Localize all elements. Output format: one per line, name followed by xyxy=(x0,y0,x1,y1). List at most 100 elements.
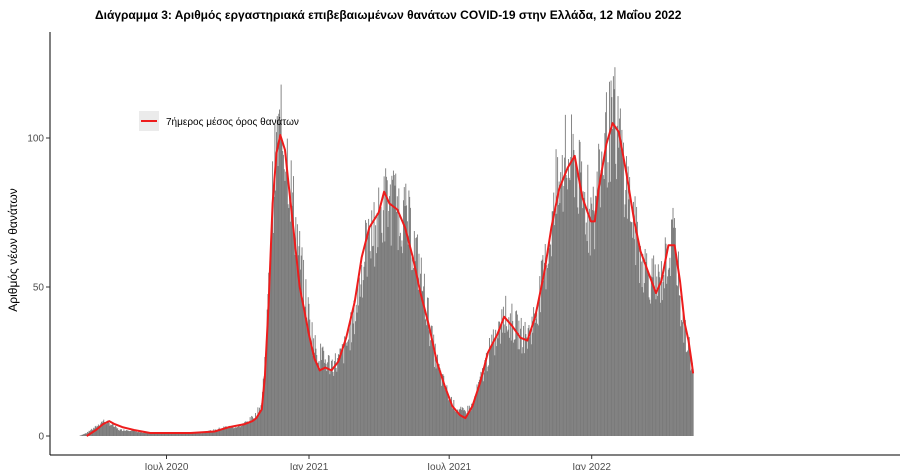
bar xyxy=(514,339,516,436)
bar xyxy=(379,209,380,436)
bar xyxy=(531,316,533,436)
bar xyxy=(657,295,658,436)
bar xyxy=(639,283,641,436)
bar xyxy=(149,432,151,436)
bar xyxy=(232,427,234,436)
bar xyxy=(547,268,548,436)
bar xyxy=(253,419,255,436)
bar xyxy=(405,183,407,436)
bar xyxy=(142,432,144,436)
bar xyxy=(176,433,178,436)
bar xyxy=(292,192,294,436)
bar xyxy=(104,423,106,436)
bar xyxy=(551,211,553,436)
bar xyxy=(99,425,101,436)
bar xyxy=(178,432,180,436)
bar xyxy=(184,432,186,436)
bar xyxy=(248,421,250,436)
bar xyxy=(346,345,348,436)
bar xyxy=(275,190,277,436)
bar xyxy=(520,317,522,436)
bar xyxy=(476,384,478,436)
bar xyxy=(599,207,601,436)
bar xyxy=(342,346,344,436)
bar xyxy=(416,234,418,436)
bar xyxy=(583,197,585,436)
bar xyxy=(159,432,161,436)
bar xyxy=(509,337,511,436)
bar xyxy=(585,234,586,436)
bar xyxy=(264,357,266,436)
bar xyxy=(194,433,196,436)
bar xyxy=(210,430,212,436)
bar xyxy=(534,322,536,436)
bar xyxy=(193,433,195,436)
bar xyxy=(143,432,145,436)
bar xyxy=(155,433,157,436)
bar xyxy=(163,433,165,436)
bar xyxy=(550,244,552,436)
legend-label: 7ήμερος μέσος όρος θανάτων xyxy=(166,116,299,128)
bar xyxy=(386,180,388,436)
bar xyxy=(126,430,128,436)
bar xyxy=(430,325,432,436)
bar xyxy=(269,292,270,436)
bar xyxy=(488,365,490,436)
bar xyxy=(219,428,221,436)
bar xyxy=(594,249,596,436)
bar xyxy=(454,410,456,436)
bar xyxy=(691,362,693,436)
bar xyxy=(417,289,419,436)
bar xyxy=(453,399,455,436)
bar xyxy=(114,426,116,436)
bar xyxy=(344,336,346,436)
bar xyxy=(679,295,681,436)
bar xyxy=(164,433,166,436)
bar xyxy=(373,202,375,436)
bar xyxy=(558,181,560,436)
bar xyxy=(497,338,499,436)
bar xyxy=(359,296,361,436)
bar xyxy=(592,210,593,436)
bar xyxy=(449,397,451,436)
bar xyxy=(323,350,325,436)
bar xyxy=(128,431,130,436)
bar xyxy=(225,426,227,436)
bar xyxy=(385,176,387,436)
bar xyxy=(657,264,659,436)
bar xyxy=(104,422,105,436)
bar xyxy=(403,200,404,436)
bar xyxy=(616,125,618,437)
bar xyxy=(325,363,327,436)
bar xyxy=(306,325,308,436)
bar xyxy=(378,187,380,436)
bar xyxy=(211,431,213,436)
bar xyxy=(629,177,631,437)
bar xyxy=(421,290,423,436)
bar xyxy=(669,257,671,436)
bar xyxy=(226,427,228,436)
bar xyxy=(334,353,336,436)
bar xyxy=(130,431,132,436)
bar xyxy=(334,361,336,436)
bar xyxy=(295,217,297,436)
bar xyxy=(523,353,525,436)
bar xyxy=(273,196,275,436)
bar xyxy=(199,433,201,436)
bar xyxy=(321,347,323,436)
bar xyxy=(241,424,243,436)
bar xyxy=(480,371,482,436)
bar xyxy=(427,297,429,436)
bar xyxy=(317,363,318,436)
bar xyxy=(426,325,428,436)
bar xyxy=(414,261,416,436)
bar xyxy=(382,210,384,436)
bar xyxy=(236,427,238,436)
bar xyxy=(81,434,83,436)
bar xyxy=(650,303,652,436)
bar xyxy=(430,340,432,436)
bar xyxy=(186,432,188,436)
bar xyxy=(181,432,183,436)
bar xyxy=(688,342,689,436)
bar xyxy=(251,415,253,436)
